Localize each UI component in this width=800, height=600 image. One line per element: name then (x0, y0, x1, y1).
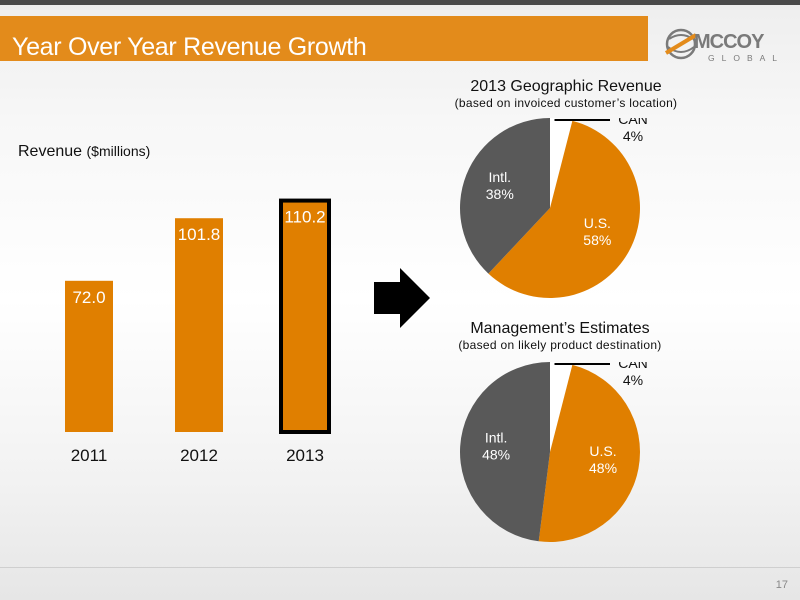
page-number: 17 (775, 579, 788, 591)
pie-value-label-us: 58% (583, 232, 611, 248)
footer-divider (0, 567, 800, 568)
pie-label-intl: Intl. (489, 169, 512, 185)
top-dark-strip (0, 0, 800, 5)
revenue-label-main: Revenue (18, 143, 83, 160)
pie-slice-can (550, 362, 573, 452)
pie-label-intl: Intl. (485, 430, 508, 446)
bar-2011 (65, 280, 113, 432)
bar-value-label-2013: 110.2 (284, 208, 325, 227)
pie2-heading: Management’s Estimates (based on likely … (430, 320, 690, 352)
pie-label-can: CAN (618, 118, 648, 127)
pie-value-label-can: 4% (623, 128, 643, 144)
bar-category-label-2011: 2011 (71, 446, 108, 465)
right-arrow-icon (374, 268, 430, 328)
pie-value-label-us: 48% (589, 460, 617, 476)
revenue-bar-chart: 72.0 2011 101.8 2012 110.2 2013 (65, 198, 331, 465)
pie-slice-intl (460, 118, 550, 274)
pie-slice-intl (459, 362, 550, 542)
revenue-label-unit: ($millions) (86, 143, 151, 159)
slide-title: Year Over Year Revenue Growth (12, 33, 367, 61)
pie-label-us: U.S. (589, 443, 616, 459)
bar-category-label-2012: 2012 (180, 446, 218, 465)
company-logo: MCCOY GLOBAL (664, 27, 794, 67)
bar-2012 (175, 218, 223, 432)
pie-slice-us (538, 364, 640, 542)
bar-value-label-2012: 101.8 (178, 225, 221, 244)
pie-label-us: U.S. (584, 215, 611, 231)
title-bar: Year Over Year Revenue Growth (0, 16, 648, 61)
bar-category-label-2013: 2013 (286, 446, 324, 465)
globe-icon (664, 28, 698, 60)
revenue-axis-label: Revenue ($millions) (18, 143, 150, 161)
pie1-heading: 2013 Geographic Revenue (based on invoic… (436, 78, 696, 110)
pie2-subtitle: (based on likely product destination) (458, 338, 662, 352)
pie1-subtitle: (based on invoiced customer’s location) (454, 96, 678, 110)
pie-label-can: CAN (618, 362, 648, 371)
bar-2013 (279, 198, 331, 434)
logo-word: MCCOY (694, 31, 764, 53)
pie1-title: 2013 Geographic Revenue (470, 78, 662, 95)
pie-value-label-can: 4% (623, 372, 643, 388)
bar-value-label-2011: 72.0 (72, 288, 105, 307)
pie-value-label-intl: 48% (482, 447, 510, 463)
pie2-title: Management’s Estimates (470, 320, 650, 337)
title-band: Year Over Year Revenue Growth (0, 5, 800, 65)
pie-slice-can (550, 118, 573, 208)
logo-subtext: GLOBAL (708, 53, 785, 63)
pie-value-label-intl: 38% (486, 186, 514, 202)
pie-slice-us (488, 120, 640, 298)
